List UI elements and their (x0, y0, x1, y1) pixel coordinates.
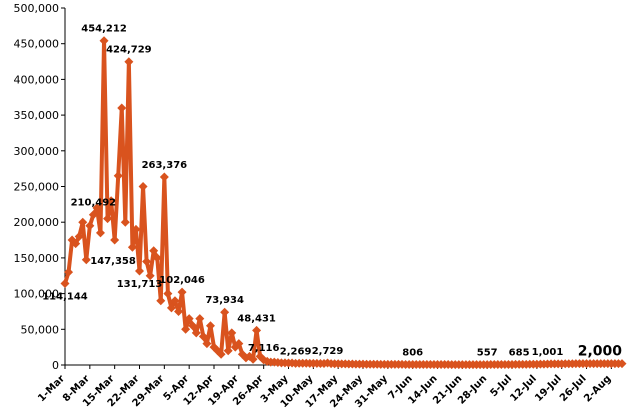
data-point-marker (71, 239, 81, 249)
data-point-marker (110, 235, 120, 245)
data-label: 806 (402, 347, 423, 358)
data-point-marker (184, 314, 194, 324)
data-point-marker (234, 339, 244, 349)
data-point-marker (113, 171, 123, 181)
data-point-marker (159, 172, 169, 182)
data-point-marker (152, 253, 162, 263)
y-tick-label: 150,000 (14, 252, 60, 265)
data-point-marker (92, 203, 102, 213)
data-point-marker (95, 228, 105, 238)
data-point-marker (205, 321, 215, 331)
series-line (63, 38, 622, 367)
data-point-marker (248, 354, 258, 364)
x-tick-label: 2-Aug (582, 373, 613, 404)
data-point-marker (191, 328, 201, 338)
data-labels-layer: 114,144 147,358 210,492 454,212 424,729 131,7… (42, 24, 622, 360)
data-point-marker (181, 324, 191, 334)
data-label: 557 (477, 348, 498, 359)
y-tick-label: 450,000 (14, 38, 60, 51)
data-point-marker (127, 242, 137, 252)
data-point-marker (198, 331, 208, 341)
data-point-marker (138, 182, 148, 191)
data-label: 2,729 (312, 346, 344, 357)
data-label: 263,376 (142, 160, 188, 171)
data-point-marker (60, 279, 70, 289)
data-point-marker (216, 349, 226, 359)
data-label: 102,046 (159, 275, 205, 286)
data-point-marker (170, 296, 180, 306)
x-tick-label: 19-Jul (533, 373, 564, 404)
data-point-marker (78, 217, 88, 227)
data-point-marker (120, 217, 130, 227)
data-point-marker (156, 296, 166, 306)
data-point-marker (149, 246, 159, 256)
data-point-marker (117, 103, 127, 113)
data-point-marker (166, 303, 176, 313)
data-label: 424,729 (106, 45, 152, 56)
data-point-marker (202, 339, 212, 349)
y-tick-label: 400,000 (14, 73, 60, 86)
data-point-marker (131, 224, 141, 234)
data-point-marker (195, 314, 205, 324)
x-axis-ticks: 1-Mar8-Mar15-Mar22-Mar29-Mar5-Apr12-Apr1… (36, 365, 613, 409)
data-point-marker (220, 307, 230, 317)
data-point-marker (163, 289, 173, 299)
data-label: 454,212 (81, 24, 127, 35)
data-point-marker (223, 346, 233, 356)
data-point-marker (145, 271, 155, 281)
y-axis-ticks: 0 50,000 100,000 150,000 200,000 250,000 300,0… (14, 2, 65, 372)
data-label: 2,000 (578, 344, 623, 360)
data-point-marker (188, 321, 198, 331)
data-point-marker (64, 267, 74, 277)
x-tick-label: 12-Jul (508, 373, 539, 404)
data-point-marker (81, 255, 91, 265)
data-label: 73,934 (205, 295, 244, 306)
data-point-marker (135, 266, 145, 276)
y-tick-label: 0 (52, 359, 59, 372)
data-label: 685 (509, 347, 530, 358)
data-point-marker (142, 256, 152, 266)
y-tick-label: 100,000 (14, 288, 60, 301)
x-tick-label: 1-Mar (36, 373, 67, 404)
data-label: 210,492 (71, 198, 117, 209)
data-point-marker (106, 196, 116, 206)
data-point-marker (252, 325, 262, 335)
y-tick-label: 350,000 (14, 109, 60, 122)
data-label: 114,144 (42, 292, 88, 303)
y-tick-label: 50,000 (21, 323, 60, 336)
data-point-marker (174, 306, 184, 316)
data-label: 131,713 (117, 279, 163, 290)
data-point-marker (617, 359, 627, 369)
y-tick-label: 250,000 (14, 181, 60, 194)
data-label: 2,269 (280, 346, 312, 357)
data-label: 1,001 (532, 347, 564, 358)
y-tick-label: 300,000 (14, 145, 60, 158)
data-point-marker (124, 57, 134, 67)
data-point-marker (177, 287, 187, 297)
data-point-marker (85, 221, 95, 231)
data-point-marker (74, 231, 84, 241)
data-point-marker (99, 36, 109, 46)
data-label: 7,116 (248, 343, 280, 354)
y-tick-label: 500,000 (14, 2, 60, 15)
data-point-marker (103, 214, 113, 224)
data-point-marker (88, 210, 98, 220)
data-label: 48,431 (237, 313, 276, 324)
series-layer (60, 36, 627, 370)
data-label: 147,358 (90, 256, 136, 267)
data-point-marker (227, 328, 237, 338)
y-tick-label: 200,000 (14, 216, 60, 229)
